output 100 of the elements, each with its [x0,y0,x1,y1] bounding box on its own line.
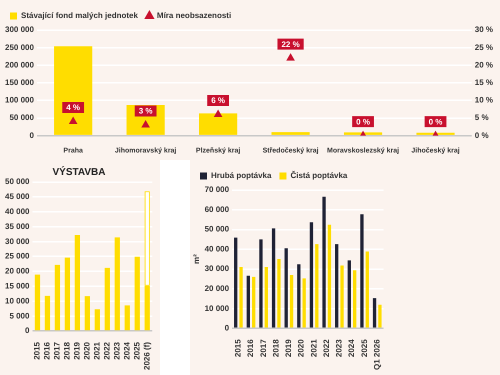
point [286,54,295,61]
bar [234,238,238,328]
bar [74,235,80,330]
bar [54,46,92,135]
legend-label: Hrubá poptávka [211,171,272,180]
bar [322,196,326,328]
y-tick-label: 25 000 [5,252,30,261]
bar [252,276,256,328]
x-tick-label: 2018 [271,338,280,358]
legend-label: Čistá poptávka [290,170,348,180]
bar [64,258,70,330]
data-label: 0 % [356,117,370,126]
y-tick-label: 40 000 [204,244,230,254]
bar [372,298,376,328]
bar [340,265,344,328]
point [69,117,78,124]
bar [335,244,338,328]
x-tick-label: 2022 [102,341,112,360]
y-tick-label: 60 000 [204,204,230,214]
y2-tick-label: 25 % [474,42,493,52]
bar [84,296,90,330]
bar [348,260,351,328]
y-tick-label: 50 000 [5,177,30,186]
x-tick-label: 2020 [296,338,306,358]
y-tick-label: 0 [224,324,230,333]
x-tick-label: 2016 [42,341,52,360]
bar [297,264,300,328]
bar [277,258,281,328]
bar [239,267,243,328]
point [142,120,150,128]
y-tick-label: 35 000 [5,222,30,231]
bar [310,222,314,328]
y-tick-label: 50 000 [9,113,34,122]
x-tick-label: 2025 [360,338,369,358]
chart-title: VÝSTAVBA [52,166,106,178]
x-tick-label: 2023 [112,341,122,360]
bar [302,278,306,328]
y-tick-label: 10 000 [204,304,230,313]
x-tick-label: 2021 [92,341,102,360]
x-tick-label: 2026 (f) [142,342,152,370]
y-tick-label: 70 000 [204,185,230,194]
bar [284,248,288,328]
y-tick-label: 45 000 [5,192,30,202]
x-tick-label: Q1 2026 [372,338,382,370]
y-tick-label: 100 000 [4,96,34,105]
data-label: 0 % [428,117,442,126]
y-tick-label: 0 [25,326,30,336]
y-tick-label: 5 000 [9,311,30,320]
x-tick-label: 2019 [284,338,294,358]
bar [353,270,356,328]
y2-tick-label: 0 % [474,130,489,140]
y-tick-label: 30 000 [5,236,30,246]
x-tick-label: 2017 [52,341,62,360]
bar [328,224,332,328]
y-axis-title: m² [192,254,202,264]
bar [134,256,140,330]
bar [290,274,294,328]
bar [366,251,369,328]
bar [271,132,310,135]
y-tick-label: 200 000 [4,60,34,70]
x-tick-label: 2024 [122,341,132,360]
bar [104,268,110,330]
y-tick-label: 30 000 [204,264,230,274]
data-label: 3 % [138,106,153,116]
data-label: 22 % [281,40,300,49]
x-tick-label: 2016 [246,338,256,358]
x-tick-label: 2025 [132,341,142,360]
data-label: 4 % [66,103,80,112]
y-tick-label: 250 000 [4,42,34,52]
bar [94,309,100,330]
y2-tick-label: 5 % [474,113,489,122]
y-tick-label: 40 000 [5,207,30,216]
y-tick-label: 20 000 [5,266,30,276]
y2-tick-label: 20 % [474,60,493,70]
x-tick-label: 2017 [258,338,268,358]
y-tick-label: 50 000 [204,224,230,234]
x-tick-label: 2019 [72,341,82,360]
y-tick-label: 150 000 [4,78,34,88]
legend-label: Stávající fond malých jednotek [21,11,138,20]
bar [114,237,120,330]
y2-tick-label: 10 % [474,96,493,105]
bar [360,214,364,328]
x-tick-label: 2023 [334,338,344,358]
bar [259,239,263,328]
bar [34,274,40,330]
x-tick-label: 2022 [322,338,331,358]
y2-tick-label: 30 % [474,25,493,34]
y-tick-label: 20 000 [204,284,230,293]
y-tick-label: 0 [29,130,34,140]
y2-tick-label: 15 % [474,78,493,88]
x-tick-label: 2018 [62,341,72,360]
bar [124,305,130,330]
point [214,110,222,117]
x-tick-label: 2024 [347,338,356,358]
legend-label: Míra neobsazenosti [156,11,232,20]
x-tick-label: 2021 [309,338,318,358]
y-tick-label: 15 000 [5,281,30,290]
bar [272,228,276,328]
x-tick-label: 2020 [82,341,92,360]
bar [264,267,268,328]
